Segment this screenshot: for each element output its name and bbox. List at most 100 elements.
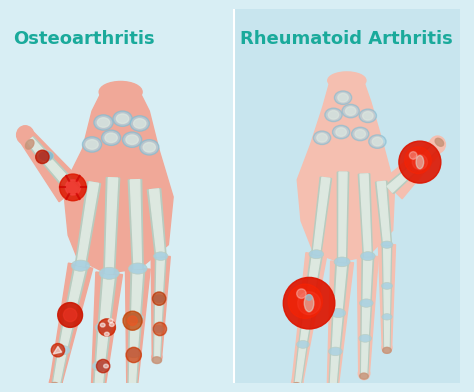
Ellipse shape (306, 295, 312, 300)
Polygon shape (358, 174, 373, 256)
Ellipse shape (363, 112, 373, 120)
Ellipse shape (140, 140, 159, 155)
Ellipse shape (123, 132, 142, 147)
Ellipse shape (292, 383, 301, 388)
Polygon shape (382, 247, 392, 286)
Polygon shape (42, 154, 79, 195)
Circle shape (51, 343, 64, 357)
Polygon shape (327, 261, 354, 390)
Circle shape (412, 154, 428, 170)
Polygon shape (64, 140, 173, 273)
Polygon shape (413, 145, 437, 169)
Polygon shape (104, 178, 120, 274)
Polygon shape (27, 137, 49, 161)
Ellipse shape (152, 325, 164, 332)
Ellipse shape (328, 389, 337, 392)
Polygon shape (384, 317, 390, 352)
Polygon shape (151, 256, 170, 358)
Circle shape (123, 311, 142, 330)
Polygon shape (130, 270, 145, 318)
Ellipse shape (429, 136, 446, 153)
Ellipse shape (338, 93, 348, 102)
Ellipse shape (317, 134, 327, 142)
Polygon shape (155, 329, 161, 362)
Ellipse shape (105, 133, 117, 143)
Ellipse shape (82, 137, 101, 152)
Polygon shape (383, 286, 391, 317)
Ellipse shape (359, 109, 376, 123)
Polygon shape (97, 327, 109, 367)
Ellipse shape (126, 135, 138, 145)
Polygon shape (53, 347, 62, 354)
Polygon shape (155, 298, 163, 329)
Ellipse shape (104, 364, 109, 368)
Polygon shape (357, 256, 378, 374)
Polygon shape (362, 338, 368, 378)
Polygon shape (297, 135, 394, 262)
Ellipse shape (152, 357, 162, 363)
Ellipse shape (325, 108, 342, 122)
Ellipse shape (304, 295, 314, 312)
Polygon shape (337, 172, 349, 262)
Polygon shape (65, 266, 87, 316)
Ellipse shape (38, 151, 54, 161)
Polygon shape (383, 247, 390, 286)
Ellipse shape (127, 380, 138, 392)
Circle shape (96, 359, 110, 373)
Polygon shape (361, 303, 372, 338)
Ellipse shape (130, 116, 149, 131)
Polygon shape (300, 305, 312, 345)
Polygon shape (375, 181, 392, 245)
Ellipse shape (97, 118, 109, 127)
Polygon shape (339, 172, 347, 262)
Ellipse shape (328, 347, 342, 356)
Ellipse shape (62, 310, 78, 320)
Polygon shape (147, 189, 166, 257)
Ellipse shape (331, 309, 346, 318)
Ellipse shape (128, 313, 144, 323)
Polygon shape (306, 256, 320, 306)
Ellipse shape (358, 367, 370, 379)
Polygon shape (331, 312, 344, 352)
Circle shape (60, 174, 86, 201)
Polygon shape (95, 327, 110, 367)
Polygon shape (75, 181, 100, 267)
Circle shape (153, 322, 166, 336)
Polygon shape (128, 353, 139, 391)
Polygon shape (100, 275, 114, 328)
Polygon shape (155, 258, 166, 299)
Circle shape (36, 150, 49, 163)
Ellipse shape (116, 114, 129, 123)
Ellipse shape (108, 319, 113, 323)
Polygon shape (328, 351, 340, 392)
Ellipse shape (383, 347, 391, 353)
Ellipse shape (416, 156, 424, 169)
Polygon shape (295, 344, 306, 388)
Ellipse shape (342, 104, 359, 118)
Circle shape (128, 316, 137, 325)
Polygon shape (361, 338, 370, 378)
Ellipse shape (100, 323, 105, 327)
Polygon shape (53, 350, 66, 388)
Bar (8, 9, 234, 383)
Ellipse shape (435, 138, 444, 146)
Polygon shape (92, 366, 106, 392)
Ellipse shape (55, 346, 70, 355)
Circle shape (298, 292, 320, 315)
Polygon shape (130, 318, 140, 353)
Polygon shape (149, 189, 164, 256)
Polygon shape (292, 253, 327, 384)
Polygon shape (377, 181, 390, 245)
Circle shape (58, 303, 82, 327)
Ellipse shape (113, 111, 132, 126)
Ellipse shape (99, 267, 119, 279)
Circle shape (98, 319, 116, 336)
Ellipse shape (361, 252, 375, 261)
Ellipse shape (17, 126, 34, 144)
Polygon shape (313, 177, 330, 255)
Ellipse shape (302, 301, 316, 310)
Ellipse shape (381, 241, 393, 248)
Ellipse shape (152, 352, 162, 363)
Ellipse shape (153, 295, 165, 303)
Ellipse shape (50, 383, 60, 389)
